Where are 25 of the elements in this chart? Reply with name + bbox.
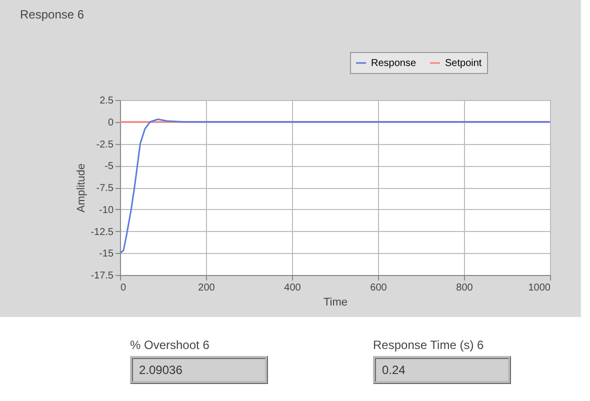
text: 0.24 <box>373 356 511 384</box>
x-tick-label: 0 <box>120 282 126 294</box>
y-tick-label: -2.5 <box>96 139 114 150</box>
y-tick-label: 2.5 <box>100 96 114 106</box>
legend-label: Response <box>371 58 416 69</box>
y-tick-label: -7.5 <box>96 183 114 194</box>
y-tick-label: -10 <box>99 204 114 216</box>
x-tick-label: 600 <box>370 282 388 294</box>
text: Response Time (s) 6 <box>373 338 485 352</box>
x-tick-label: 1000 <box>528 282 551 294</box>
y-tick-label: 0 <box>108 117 114 128</box>
y-tick-label: -12.5 <box>90 226 114 238</box>
legend-label: Setpoint <box>445 58 482 69</box>
text: % Overshoot 6 <box>130 338 210 352</box>
y-tick-label: -5 <box>104 161 114 172</box>
chart-title: Response 6 <box>20 8 84 22</box>
y-tick-label: -15 <box>99 248 114 260</box>
y-tick-label: -17.5 <box>90 270 114 282</box>
line-series <box>119 118 551 254</box>
x-tick-label: 200 <box>198 282 216 294</box>
y-axis-title: Amplitude <box>76 164 88 212</box>
x-axis-title: Time <box>323 296 348 308</box>
x-tick-label: 800 <box>456 282 474 294</box>
x-tick-label: 400 <box>284 282 302 294</box>
text: 2.09036 <box>130 356 268 384</box>
